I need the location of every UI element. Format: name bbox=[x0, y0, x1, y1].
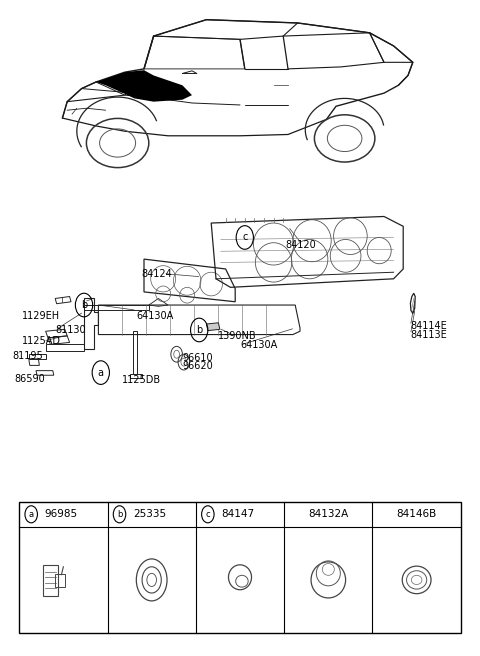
Text: a: a bbox=[98, 367, 104, 378]
Text: 84120: 84120 bbox=[286, 239, 316, 250]
Polygon shape bbox=[96, 70, 192, 102]
Text: 25335: 25335 bbox=[133, 509, 166, 520]
Text: b: b bbox=[196, 325, 203, 335]
Text: 96610: 96610 bbox=[182, 353, 213, 363]
Text: 64130A: 64130A bbox=[137, 311, 174, 321]
Text: 1129EH: 1129EH bbox=[22, 311, 60, 321]
Text: 84147: 84147 bbox=[221, 509, 254, 520]
Text: 1125AD: 1125AD bbox=[22, 336, 60, 346]
Text: 84124: 84124 bbox=[142, 268, 172, 279]
Text: 1390NB: 1390NB bbox=[218, 331, 257, 341]
Text: a: a bbox=[29, 510, 34, 519]
Text: 96620: 96620 bbox=[182, 361, 213, 371]
Text: c: c bbox=[242, 232, 248, 243]
Text: 64130A: 64130A bbox=[240, 340, 277, 350]
Polygon shape bbox=[206, 323, 220, 331]
Text: 81195: 81195 bbox=[12, 351, 43, 361]
Text: 84132A: 84132A bbox=[308, 509, 348, 520]
Text: 1125DB: 1125DB bbox=[122, 375, 162, 386]
FancyBboxPatch shape bbox=[19, 502, 461, 633]
Text: 86590: 86590 bbox=[14, 373, 45, 384]
Text: 96985: 96985 bbox=[45, 509, 78, 520]
Text: c: c bbox=[205, 510, 210, 519]
Text: 81130: 81130 bbox=[55, 325, 86, 335]
Text: 84146B: 84146B bbox=[396, 509, 437, 520]
Text: 84114E: 84114E bbox=[410, 321, 447, 331]
Text: b: b bbox=[81, 300, 87, 310]
Text: 84113E: 84113E bbox=[410, 329, 447, 340]
Text: b: b bbox=[117, 510, 122, 519]
